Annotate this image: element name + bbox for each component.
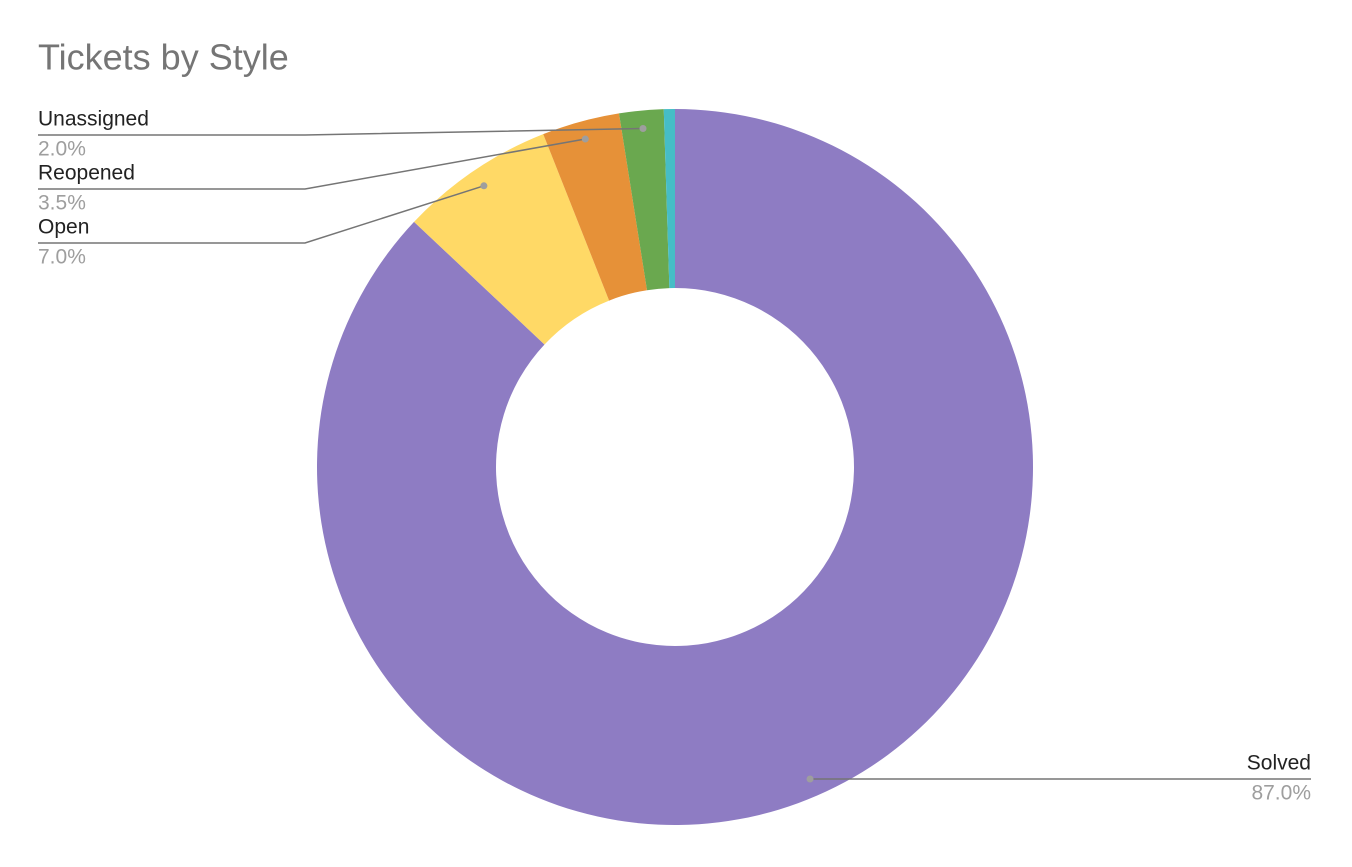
slice-value-label: 3.5% bbox=[38, 192, 86, 215]
leader-dot bbox=[806, 775, 814, 783]
donut-slice bbox=[414, 134, 610, 345]
chart-title: Tickets by Style bbox=[38, 37, 289, 78]
donut-slice bbox=[663, 109, 675, 289]
leader-line bbox=[38, 185, 485, 244]
leader-dot bbox=[581, 135, 589, 143]
leader-line bbox=[38, 138, 586, 190]
leader-dot bbox=[480, 182, 488, 190]
slice-value-label: 2.0% bbox=[38, 138, 86, 161]
slice-label: Reopened bbox=[38, 162, 135, 185]
leader-line bbox=[38, 127, 644, 136]
slice-label: Open bbox=[38, 216, 89, 239]
donut-slice bbox=[316, 109, 1033, 826]
leader-dot bbox=[639, 125, 647, 133]
slice-label: Solved bbox=[1247, 752, 1311, 775]
donut-slice bbox=[618, 109, 670, 291]
donut-slice bbox=[543, 113, 647, 301]
slice-label: Unassigned bbox=[38, 108, 149, 131]
slice-value-label: 7.0% bbox=[38, 246, 86, 269]
slice-value-label: 87.0% bbox=[1251, 782, 1311, 805]
